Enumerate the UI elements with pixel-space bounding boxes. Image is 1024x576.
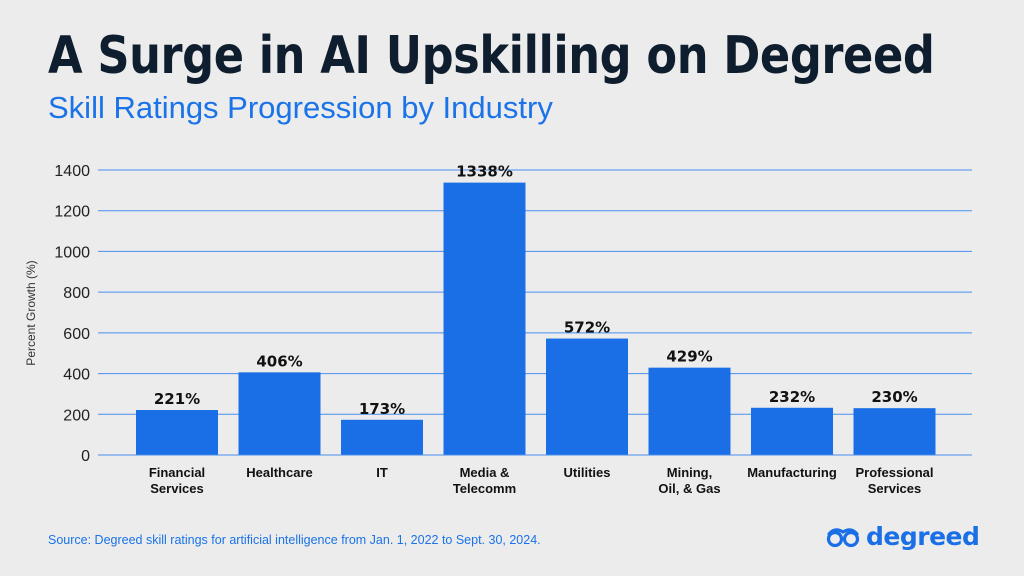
bar xyxy=(136,410,218,455)
y-tick-label: 1200 xyxy=(54,204,90,221)
data-label: 232% xyxy=(769,388,815,406)
bar xyxy=(853,408,936,455)
x-tick-label: IT xyxy=(376,465,388,480)
degreed-logo: degreed xyxy=(826,522,980,551)
data-label: 221% xyxy=(154,390,200,408)
x-tick-label: Telecomm xyxy=(453,481,516,496)
data-label: 572% xyxy=(564,319,610,337)
x-tick-label: Services xyxy=(150,481,204,496)
logo-wordmark: degreed xyxy=(866,522,980,551)
source-note: Source: Degreed skill ratings for artifi… xyxy=(48,533,541,547)
y-tick-label: 600 xyxy=(63,326,90,343)
bar xyxy=(443,182,526,455)
y-tick-label: 400 xyxy=(63,367,90,384)
data-label: 429% xyxy=(666,348,712,366)
x-tick-label: Professional xyxy=(855,465,933,480)
bar xyxy=(546,338,628,455)
bar xyxy=(751,407,833,455)
data-label: 406% xyxy=(256,352,302,370)
x-tick-label: Healthcare xyxy=(246,465,312,480)
data-label: 173% xyxy=(359,400,405,418)
y-tick-label: 200 xyxy=(63,407,90,424)
bar xyxy=(238,372,321,455)
x-tick-label: Oil, & Gas xyxy=(658,481,720,496)
x-tick-label: Manufacturing xyxy=(747,465,837,480)
x-tick-label: Financial xyxy=(149,465,205,480)
x-tick-label: Mining, xyxy=(667,465,713,480)
y-tick-label: 0 xyxy=(81,448,90,465)
y-tick-label: 800 xyxy=(63,285,90,302)
y-tick-label: 1400 xyxy=(54,163,90,180)
y-tick-label: 1000 xyxy=(54,244,90,261)
x-tick-label: Services xyxy=(868,481,922,496)
data-label: 1338% xyxy=(456,163,513,181)
x-tick-label: Utilities xyxy=(564,465,611,480)
y-axis-label: Percent Growth (%) xyxy=(24,260,38,365)
x-tick-label: Media & xyxy=(460,465,510,480)
degreed-logo-icon xyxy=(826,527,860,547)
data-label: 230% xyxy=(871,388,917,406)
bar xyxy=(648,367,731,455)
bar xyxy=(341,419,423,455)
chart-title: A Surge in AI Upskilling on Degreed xyxy=(48,26,935,86)
chart-subtitle: Skill Ratings Progression by Industry xyxy=(48,90,553,125)
